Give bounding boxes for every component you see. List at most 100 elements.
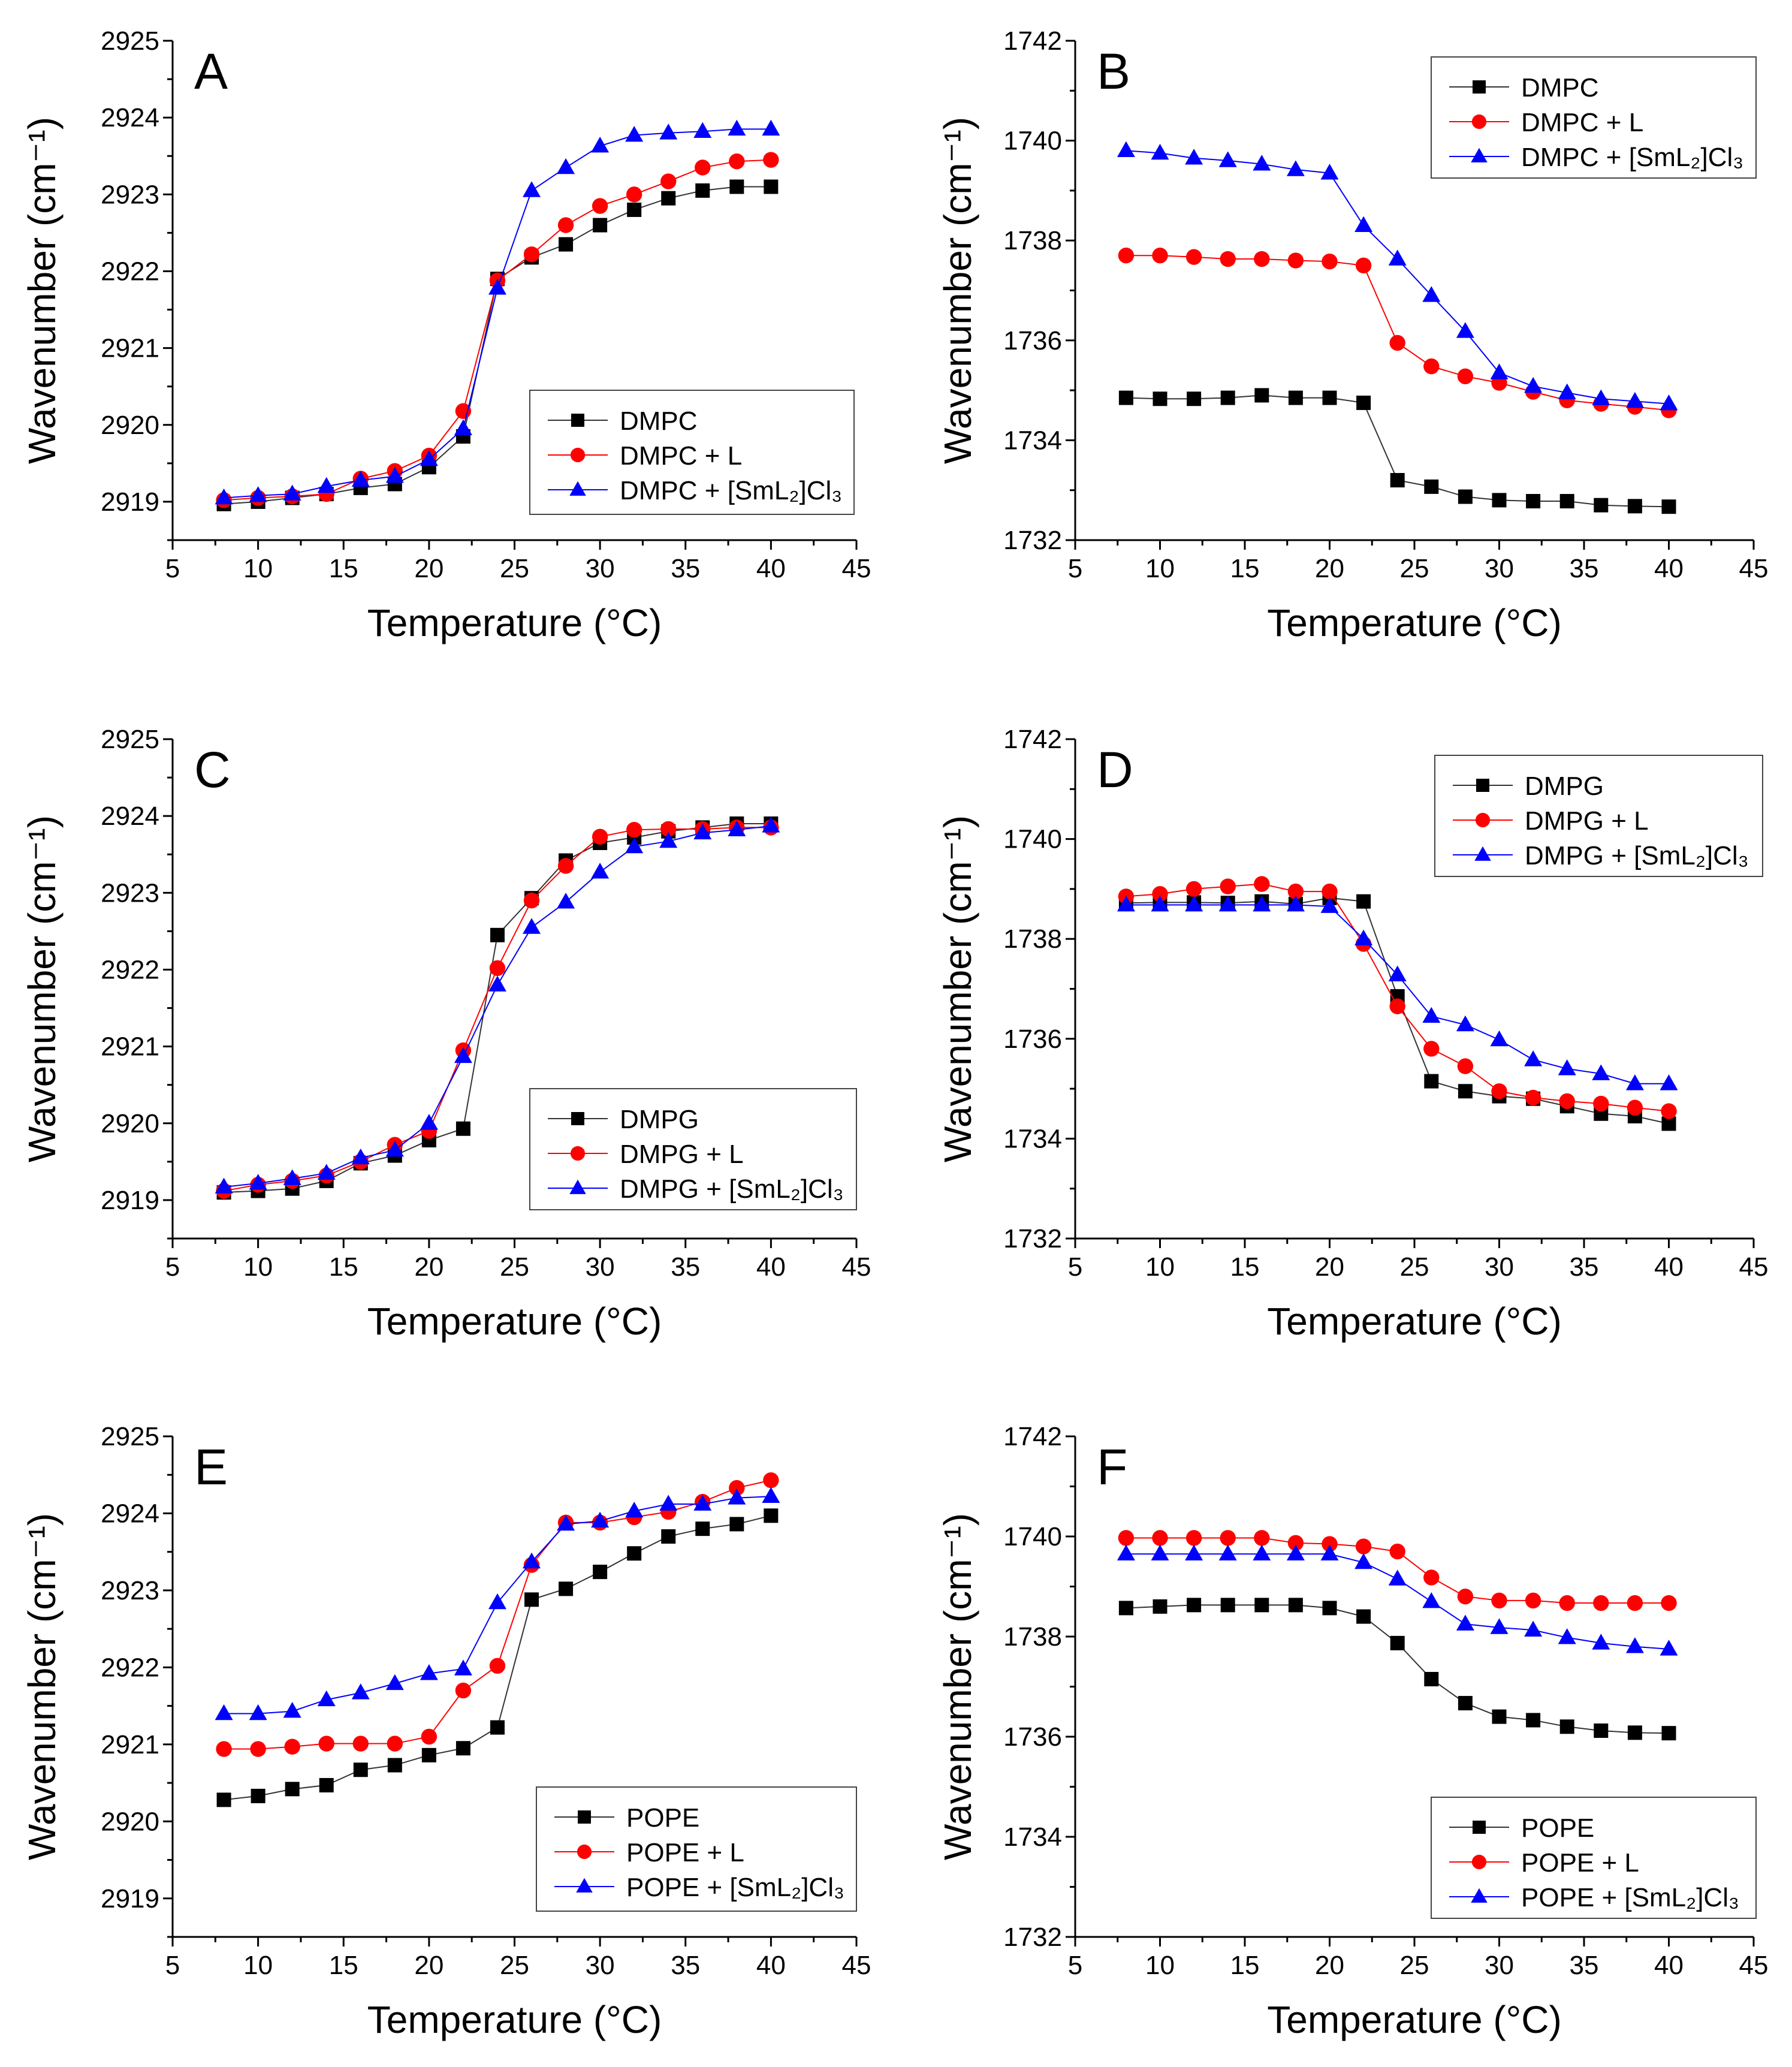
y-tick-label: 2919	[101, 1884, 159, 1914]
panel-label: E	[194, 1439, 228, 1495]
x-tick-label: 35	[671, 1951, 700, 1980]
x-tick-label: 20	[1315, 1951, 1344, 1980]
marker-triangle	[728, 820, 746, 837]
marker-triangle	[351, 471, 370, 487]
x-tick-label: 20	[414, 554, 444, 583]
marker-square	[1424, 479, 1439, 494]
marker-triangle	[523, 181, 541, 197]
x-tick-label: 5	[1068, 1951, 1082, 1980]
marker-circle	[1457, 1589, 1474, 1605]
marker-triangle	[215, 1177, 233, 1194]
x-axis-title: Temperature (°C)	[1267, 1998, 1562, 2041]
marker-triangle	[317, 477, 336, 493]
marker-circle	[523, 892, 540, 909]
x-tick-label: 20	[1315, 1252, 1344, 1282]
marker-triangle	[1625, 391, 1644, 408]
marker-triangle	[1286, 1544, 1305, 1561]
marker-triangle	[351, 1683, 370, 1700]
marker-triangle	[1558, 1059, 1576, 1075]
marker-circle	[660, 173, 677, 189]
y-tick-label: 2920	[101, 1807, 159, 1836]
series-triangle	[215, 816, 780, 1194]
marker-circle	[1389, 998, 1405, 1014]
marker-square	[1356, 894, 1371, 909]
marker-circle	[1152, 247, 1168, 264]
marker-triangle	[591, 1511, 610, 1528]
marker-square	[695, 1521, 710, 1536]
marker-square	[1473, 80, 1486, 94]
marker-square	[1473, 1821, 1486, 1834]
marker-triangle	[420, 1114, 438, 1130]
marker-circle	[1322, 883, 1338, 900]
marker-triangle	[385, 467, 404, 483]
marker-square	[1220, 390, 1235, 405]
x-tick-label: 45	[842, 554, 871, 583]
y-axis-title: Wavenumber (cm⁻¹)	[936, 1513, 979, 1860]
legend-box	[1431, 56, 1757, 179]
marker-square	[571, 1112, 584, 1125]
marker-triangle	[625, 837, 644, 854]
marker-circle	[1475, 812, 1491, 828]
marker-triangle	[1286, 895, 1305, 912]
x-tick-label: 10	[243, 1951, 273, 1980]
marker-triangle	[1117, 141, 1135, 158]
marker-square	[1661, 1726, 1676, 1741]
marker-triangle	[1660, 1074, 1678, 1090]
marker-square	[661, 191, 676, 206]
marker-square	[1526, 494, 1541, 509]
y-tick-label: 1742	[1003, 1422, 1062, 1451]
y-tick-label: 1734	[1003, 1124, 1062, 1153]
marker-triangle	[762, 119, 780, 136]
y-tick-label: 1742	[1003, 26, 1062, 56]
legend: POPE POPE + L POPE + [SmL₂]Cl₃	[1431, 1797, 1757, 1919]
marker-square	[1356, 395, 1371, 410]
x-tick-label: 25	[1400, 554, 1429, 583]
legend-label: DMPC	[620, 406, 698, 436]
marker-square	[1492, 493, 1507, 508]
series-triangle	[1117, 895, 1678, 1090]
y-tick-label: 2921	[101, 1730, 159, 1759]
x-tick-label: 25	[1400, 1252, 1429, 1282]
marker-square	[1220, 1598, 1235, 1613]
marker-triangle	[1558, 383, 1576, 400]
marker-triangle	[454, 419, 472, 435]
y-tick-label: 1736	[1003, 1025, 1062, 1054]
marker-circle	[1593, 1595, 1609, 1611]
marker-triangle	[1490, 363, 1509, 379]
x-tick-label: 30	[1485, 1951, 1514, 1980]
marker-triangle	[317, 1690, 336, 1707]
marker-triangle	[728, 119, 746, 136]
y-tick-label: 2924	[101, 103, 159, 132]
marker-circle	[729, 1480, 745, 1496]
marker-triangle	[1253, 895, 1271, 912]
y-tick-label: 1738	[1003, 924, 1062, 954]
marker-triangle	[1354, 1553, 1373, 1569]
marker-triangle	[1592, 1064, 1610, 1080]
y-tick-label: 1740	[1003, 825, 1062, 854]
marker-circle	[1355, 1538, 1372, 1554]
marker-square	[661, 1529, 676, 1544]
series-square	[1118, 1598, 1676, 1741]
y-tick-label: 2923	[101, 878, 159, 908]
marker-square	[1594, 498, 1609, 513]
y-tick-label: 2922	[101, 1653, 159, 1682]
marker-triangle	[1185, 895, 1203, 912]
marker-triangle	[591, 136, 610, 153]
series-circle	[1118, 247, 1677, 418]
y-axis-title: Wavenumber (cm⁻¹)	[20, 1513, 64, 1860]
marker-circle	[557, 217, 574, 233]
series-triangle	[1117, 141, 1678, 411]
marker-circle	[1185, 249, 1202, 265]
y-tick-label: 1736	[1003, 1722, 1062, 1752]
x-tick-label: 45	[1739, 554, 1769, 583]
marker-square	[1559, 494, 1574, 509]
y-tick-label: 2920	[101, 411, 159, 440]
legend-item: DMPG	[548, 1105, 699, 1134]
marker-square	[1492, 1709, 1507, 1724]
marker-triangle	[317, 1164, 336, 1180]
x-tick-label: 20	[414, 1951, 444, 1980]
marker-triangle	[1422, 286, 1441, 302]
x-tick-label: 5	[1068, 554, 1082, 583]
marker-triangle	[1625, 1074, 1644, 1090]
series-circle	[1118, 876, 1677, 1119]
